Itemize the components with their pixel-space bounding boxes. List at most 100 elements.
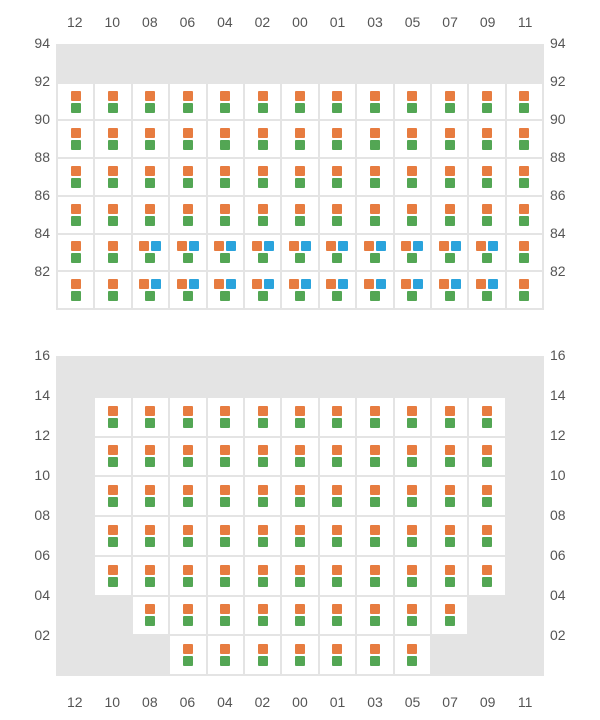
slot-occupied[interactable] — [356, 120, 393, 158]
slot-occupied[interactable] — [281, 83, 318, 121]
slot-occupied[interactable] — [506, 158, 543, 196]
slot-occupied[interactable] — [57, 158, 94, 196]
slot-occupied[interactable] — [394, 196, 431, 234]
slot-occupied[interactable] — [431, 476, 468, 516]
slot-occupied[interactable] — [207, 83, 244, 121]
slot-occupied[interactable] — [281, 635, 318, 675]
slot-occupied[interactable] — [132, 437, 169, 477]
slot-occupied[interactable] — [319, 83, 356, 121]
slot-occupied[interactable] — [394, 476, 431, 516]
slot-occupied[interactable] — [207, 397, 244, 437]
slot-occupied[interactable] — [132, 120, 169, 158]
slot-occupied[interactable] — [244, 83, 281, 121]
slot-occupied[interactable] — [244, 397, 281, 437]
slot-occupied[interactable] — [468, 556, 505, 596]
slot-occupied[interactable] — [468, 271, 505, 309]
slot-occupied[interactable] — [431, 516, 468, 556]
slot-occupied[interactable] — [319, 120, 356, 158]
slot-occupied[interactable] — [57, 196, 94, 234]
slot-occupied[interactable] — [356, 476, 393, 516]
slot-occupied[interactable] — [281, 271, 318, 309]
slot-occupied[interactable] — [132, 516, 169, 556]
slot-occupied[interactable] — [169, 234, 206, 272]
slot-occupied[interactable] — [94, 397, 131, 437]
slot-occupied[interactable] — [244, 437, 281, 477]
slot-occupied[interactable] — [319, 397, 356, 437]
slot-occupied[interactable] — [169, 476, 206, 516]
slot-occupied[interactable] — [431, 83, 468, 121]
slot-occupied[interactable] — [94, 271, 131, 309]
slot-occupied[interactable] — [394, 556, 431, 596]
slot-occupied[interactable] — [244, 158, 281, 196]
slot-occupied[interactable] — [394, 397, 431, 437]
slot-occupied[interactable] — [319, 271, 356, 309]
slot-occupied[interactable] — [244, 120, 281, 158]
slot-occupied[interactable] — [132, 596, 169, 636]
slot-occupied[interactable] — [94, 234, 131, 272]
slot-occupied[interactable] — [431, 556, 468, 596]
slot-occupied[interactable] — [281, 120, 318, 158]
slot-occupied[interactable] — [244, 476, 281, 516]
slot-occupied[interactable] — [431, 437, 468, 477]
slot-occupied[interactable] — [132, 271, 169, 309]
slot-occupied[interactable] — [319, 596, 356, 636]
slot-occupied[interactable] — [94, 437, 131, 477]
slot-occupied[interactable] — [57, 120, 94, 158]
slot-occupied[interactable] — [94, 120, 131, 158]
slot-occupied[interactable] — [356, 158, 393, 196]
slot-occupied[interactable] — [506, 120, 543, 158]
slot-occupied[interactable] — [319, 516, 356, 556]
slot-occupied[interactable] — [169, 596, 206, 636]
slot-occupied[interactable] — [169, 158, 206, 196]
slot-occupied[interactable] — [394, 635, 431, 675]
slot-occupied[interactable] — [506, 271, 543, 309]
slot-occupied[interactable] — [468, 397, 505, 437]
slot-occupied[interactable] — [244, 271, 281, 309]
slot-occupied[interactable] — [281, 476, 318, 516]
slot-occupied[interactable] — [394, 271, 431, 309]
slot-occupied[interactable] — [94, 516, 131, 556]
slot-occupied[interactable] — [394, 83, 431, 121]
slot-occupied[interactable] — [94, 158, 131, 196]
slot-occupied[interactable] — [356, 635, 393, 675]
slot-occupied[interactable] — [319, 556, 356, 596]
slot-occupied[interactable] — [132, 476, 169, 516]
slot-occupied[interactable] — [468, 234, 505, 272]
slot-occupied[interactable] — [319, 476, 356, 516]
slot-occupied[interactable] — [319, 635, 356, 675]
slot-occupied[interactable] — [431, 158, 468, 196]
slot-occupied[interactable] — [319, 158, 356, 196]
slot-occupied[interactable] — [244, 596, 281, 636]
slot-occupied[interactable] — [394, 158, 431, 196]
slot-occupied[interactable] — [431, 271, 468, 309]
slot-occupied[interactable] — [506, 196, 543, 234]
slot-occupied[interactable] — [244, 234, 281, 272]
slot-occupied[interactable] — [207, 556, 244, 596]
slot-occupied[interactable] — [281, 516, 318, 556]
slot-occupied[interactable] — [207, 196, 244, 234]
slot-occupied[interactable] — [356, 234, 393, 272]
slot-occupied[interactable] — [169, 271, 206, 309]
slot-occupied[interactable] — [394, 596, 431, 636]
slot-occupied[interactable] — [431, 120, 468, 158]
slot-occupied[interactable] — [468, 158, 505, 196]
slot-occupied[interactable] — [169, 437, 206, 477]
slot-occupied[interactable] — [319, 196, 356, 234]
slot-occupied[interactable] — [132, 234, 169, 272]
slot-occupied[interactable] — [431, 596, 468, 636]
slot-occupied[interactable] — [281, 196, 318, 234]
slot-occupied[interactable] — [319, 437, 356, 477]
slot-occupied[interactable] — [394, 120, 431, 158]
slot-occupied[interactable] — [244, 196, 281, 234]
slot-occupied[interactable] — [207, 271, 244, 309]
slot-occupied[interactable] — [356, 516, 393, 556]
slot-occupied[interactable] — [506, 234, 543, 272]
slot-occupied[interactable] — [57, 234, 94, 272]
slot-occupied[interactable] — [207, 516, 244, 556]
slot-occupied[interactable] — [57, 83, 94, 121]
slot-occupied[interactable] — [468, 437, 505, 477]
slot-occupied[interactable] — [207, 596, 244, 636]
slot-occupied[interactable] — [169, 83, 206, 121]
slot-occupied[interactable] — [431, 196, 468, 234]
slot-occupied[interactable] — [356, 271, 393, 309]
